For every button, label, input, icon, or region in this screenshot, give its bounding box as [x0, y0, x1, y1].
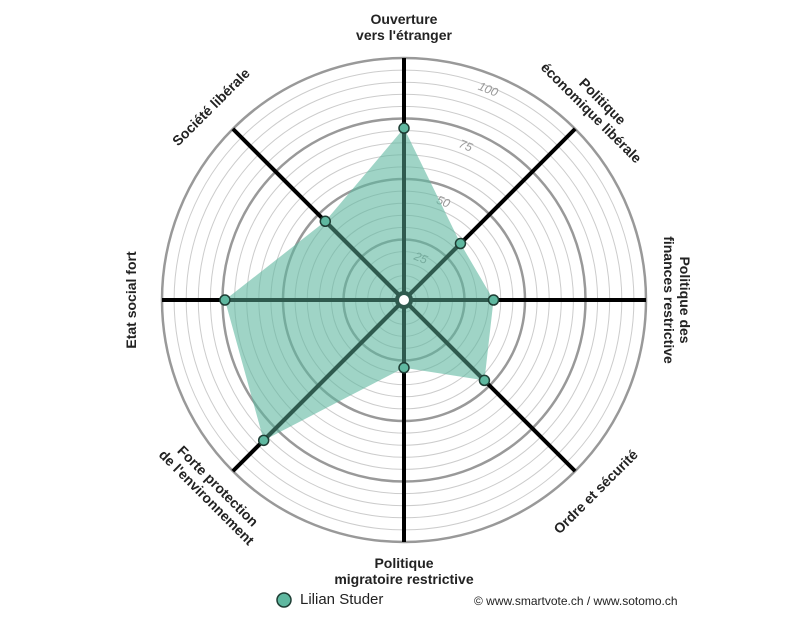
credit: © www.smartvote.ch / www.sotomo.ch	[474, 594, 678, 608]
axis-label-line: Ouverture	[371, 11, 438, 27]
axis-label-line: Etat social fort	[123, 251, 139, 349]
point	[454, 237, 467, 250]
axis-label-line: finances restrictive	[661, 236, 677, 364]
spoke	[402, 298, 486, 382]
tick-label: 75	[457, 137, 475, 155]
axis-label-line: vers l'étranger	[356, 27, 452, 43]
point	[257, 434, 270, 447]
spoke	[402, 242, 462, 302]
axis-label-line: migratoire restrictive	[334, 571, 473, 587]
center	[395, 291, 413, 309]
point	[319, 215, 332, 228]
axis-label: Politique desfinances restrictive	[661, 236, 693, 364]
legend-marker	[276, 592, 292, 608]
axis-label: Ouverture vers l'étranger	[356, 11, 452, 43]
tick-label: 100	[476, 79, 500, 100]
axis-label-line: Politique	[374, 555, 433, 571]
point	[398, 362, 410, 374]
legend-label: Lilian Studer	[300, 591, 383, 608]
axis-label-line: Politique des	[677, 256, 693, 343]
spoke	[262, 298, 406, 442]
point	[478, 374, 491, 387]
spoke	[323, 219, 406, 302]
point	[219, 294, 231, 306]
axis-label: Politique migratoire restrictive	[334, 555, 473, 587]
axis-label: Etat social fort	[123, 251, 139, 349]
point	[487, 294, 500, 306]
area	[224, 128, 494, 441]
point	[398, 122, 410, 134]
